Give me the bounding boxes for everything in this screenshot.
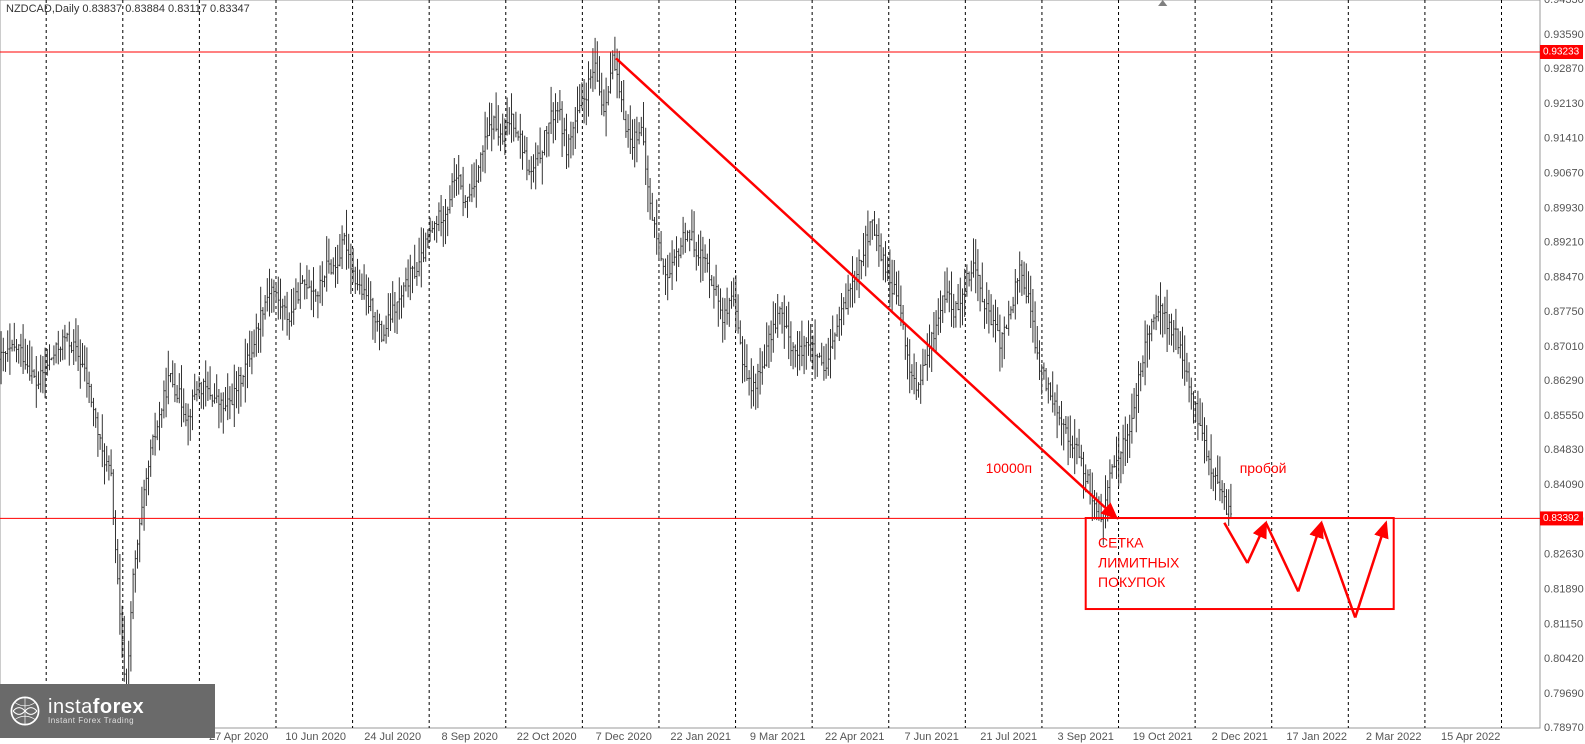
x-axis-label: 21 Jul 2021	[980, 731, 1037, 743]
y-axis-label: 0.89210	[1544, 237, 1584, 249]
x-axis-label: 19 Oct 2021	[1133, 731, 1193, 743]
y-axis-label: 0.87010	[1544, 341, 1584, 353]
zigzag-segment	[1266, 523, 1298, 592]
x-axis-label: 22 Oct 2020	[517, 731, 577, 743]
annotation-text: пробой	[1240, 460, 1287, 476]
x-axis-label: 7 Dec 2020	[596, 731, 652, 743]
trading-chart: 27 Apr 2020 10 Jun 2020 24 Jul 2020 8 Sep 2…	[0, 0, 1585, 744]
zigzag-segment	[1355, 523, 1386, 618]
plot-border	[0, 0, 1540, 728]
annotation-text: ЛИМИТНЫХ	[1098, 554, 1180, 570]
x-axis-label: 17 Jan 2022	[1286, 731, 1347, 743]
zigzag-segment	[1321, 523, 1355, 618]
x-axis-label: 22 Jan 2021	[670, 731, 731, 743]
x-axis-label: 22 Apr 2021	[825, 731, 884, 743]
y-axis-label: 0.88470	[1544, 272, 1584, 284]
logo-tagline: Instant Forex Trading	[48, 717, 144, 725]
instaforex-logo: instaforex Instant Forex Trading	[0, 684, 215, 738]
y-axis-label: 0.80420	[1544, 653, 1584, 665]
x-axis-label: 3 Sep 2021	[1058, 731, 1114, 743]
y-axis-label: 0.90670	[1544, 167, 1584, 179]
zigzag-segment	[1247, 523, 1265, 563]
top-marker	[1158, 0, 1167, 6]
logo-text: instaforex	[48, 697, 144, 717]
y-axis-label: 0.78970	[1544, 722, 1584, 734]
y-axis-label: 0.92130	[1544, 98, 1584, 110]
trend-arrow	[616, 58, 1117, 518]
x-axis-label: 27 Apr 2020	[209, 731, 268, 743]
y-axis-label: 0.81890	[1544, 584, 1584, 596]
annotation-text: 10000п	[986, 460, 1033, 476]
y-axis-label: 0.82630	[1544, 548, 1584, 560]
chart-title: NZDCAD,Daily 0.83837 0.83884 0.83117 0.8…	[6, 3, 250, 15]
chart-svg: 27 Apr 2020 10 Jun 2020 24 Jul 2020 8 Sep 2…	[0, 0, 1585, 744]
zigzag-segment	[1298, 523, 1321, 592]
y-axis-label: 0.84830	[1544, 444, 1584, 456]
y-axis-label: 0.79690	[1544, 688, 1584, 700]
x-axis-label: 9 Mar 2021	[750, 731, 806, 743]
x-axis-label: 2 Dec 2021	[1212, 731, 1268, 743]
logo-icon	[8, 694, 42, 728]
x-axis-label: 24 Jul 2020	[364, 731, 421, 743]
zigzag-segment	[1224, 523, 1247, 563]
x-axis-label: 7 Jun 2021	[904, 731, 958, 743]
y-axis-label: 0.89930	[1544, 202, 1584, 214]
price-bars	[0, 37, 1232, 697]
y-axis-label: 0.85550	[1544, 410, 1584, 422]
y-axis-label: 0.93590	[1544, 29, 1584, 41]
x-axis-label: 2 Mar 2022	[1366, 731, 1422, 743]
price-tag-label: 0.93233	[1543, 47, 1580, 58]
y-axis-label: 0.94330	[1544, 0, 1584, 6]
y-axis-label: 0.81150	[1544, 619, 1583, 631]
y-axis-label: 0.87750	[1544, 306, 1584, 318]
x-axis-label: 10 Jun 2020	[285, 731, 346, 743]
price-tag-label: 0.83392	[1543, 513, 1580, 524]
y-axis-label: 0.91410	[1544, 132, 1584, 144]
y-axis-label: 0.84090	[1544, 479, 1584, 491]
x-axis-label: 15 Apr 2022	[1441, 731, 1500, 743]
y-axis-label: 0.92870	[1544, 63, 1584, 75]
annotation-text: СЕТКА	[1098, 534, 1144, 550]
x-axis-label: 8 Sep 2020	[442, 731, 498, 743]
y-axis-label: 0.86290	[1544, 375, 1584, 387]
annotation-text: ПОКУПОК	[1098, 574, 1166, 590]
